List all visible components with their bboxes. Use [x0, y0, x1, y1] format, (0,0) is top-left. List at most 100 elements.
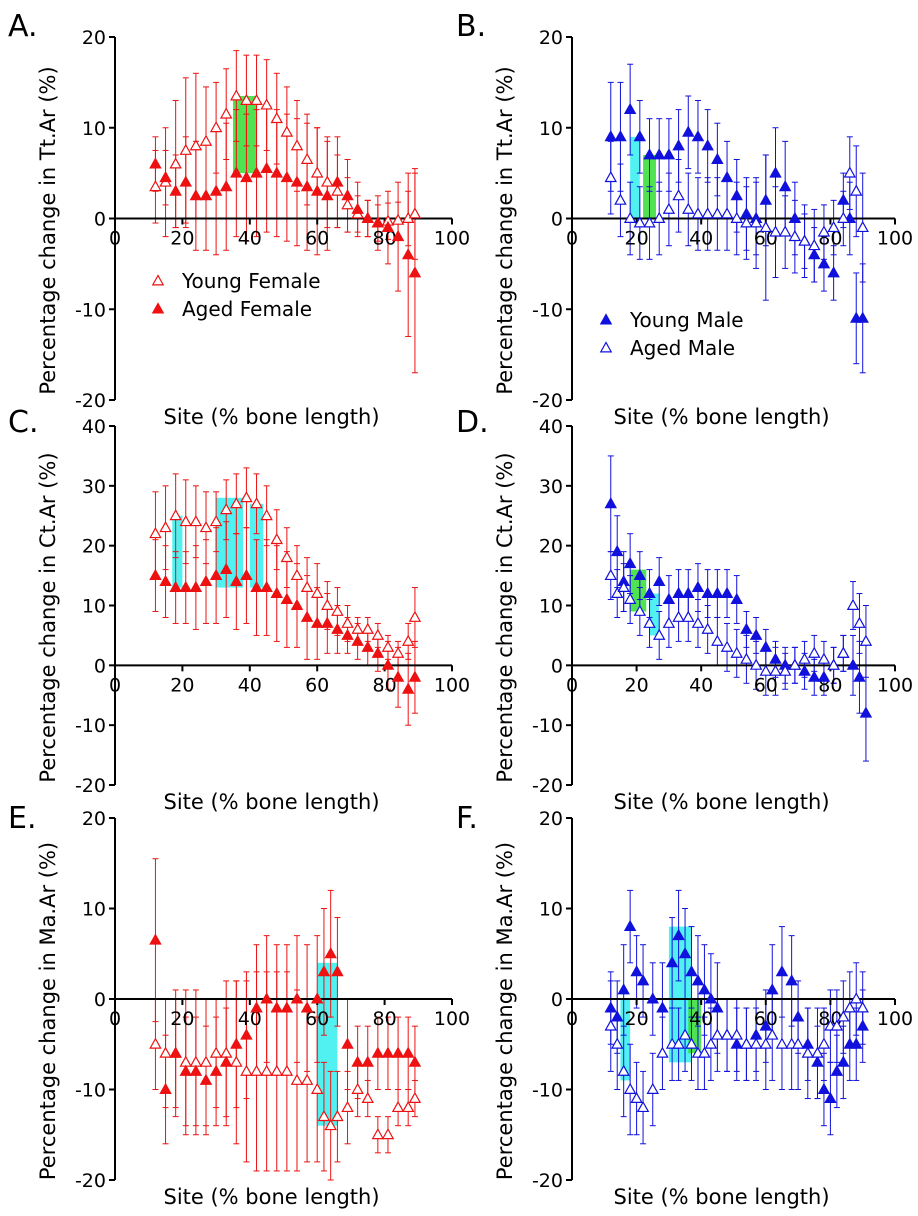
data-point	[643, 216, 656, 228]
y-axis-label: Percentage change in Ct.Ar (%)	[36, 452, 60, 782]
y-tick-label: 10	[82, 899, 106, 921]
data-point	[260, 98, 273, 110]
panel-label: B.	[456, 9, 486, 44]
data-point	[623, 919, 637, 932]
data-point	[849, 184, 863, 196]
y-axis-label: Percentage change in Ma.Ar (%)	[36, 842, 60, 1180]
data-point	[749, 628, 763, 640]
data-point	[843, 166, 857, 178]
y-tick-label: 10	[82, 118, 106, 140]
data-point	[711, 586, 724, 598]
data-point	[685, 965, 698, 977]
data-point	[788, 229, 802, 242]
data-point	[381, 658, 395, 670]
data-point	[672, 928, 685, 941]
data-point	[317, 965, 331, 977]
data-point	[691, 616, 705, 628]
data-point	[149, 157, 162, 169]
x-tick-label: 100	[877, 228, 913, 250]
chart-panel-a: -20 -10 0 10 20 0 20 40 60 80 100 A. Site (% bone le…	[8, 9, 470, 429]
data-point	[179, 1064, 193, 1076]
data-point	[391, 213, 405, 225]
data-point	[219, 180, 233, 192]
data-point	[230, 1037, 243, 1049]
data-point	[371, 1128, 385, 1140]
data-point	[849, 1037, 863, 1049]
data-point	[381, 640, 395, 652]
data-point	[811, 1046, 824, 1058]
data-point	[169, 580, 182, 593]
data-point	[209, 568, 223, 581]
data-point	[856, 1001, 869, 1013]
data-point	[149, 180, 162, 192]
data-point	[652, 211, 666, 223]
data-point	[290, 568, 304, 581]
data-point	[827, 266, 840, 278]
data-point	[837, 1055, 850, 1067]
data-point	[381, 1046, 395, 1058]
data-point	[698, 1046, 711, 1058]
data-point	[149, 526, 162, 539]
data-point	[189, 1064, 203, 1076]
x-tick-label: 0	[566, 1008, 578, 1030]
data-point	[321, 598, 334, 610]
data-point	[351, 202, 364, 214]
series-young-female	[149, 89, 422, 228]
data-point	[209, 1064, 223, 1076]
panel-label: A.	[8, 9, 38, 44]
y-tick-label: 0	[551, 209, 563, 231]
y-tick-label: 0	[551, 989, 563, 1011]
data-point	[189, 515, 203, 527]
data-point	[691, 207, 705, 219]
data-point	[209, 184, 223, 196]
data-point	[720, 1028, 734, 1040]
data-point	[240, 1028, 253, 1040]
x-tick-label: 100	[877, 674, 913, 696]
legend-label: Aged Male	[630, 336, 735, 360]
data-point	[331, 604, 344, 616]
data-point	[391, 1046, 405, 1058]
y-tick-label: -10	[532, 715, 563, 737]
data-point	[199, 1055, 213, 1067]
data-point	[317, 1109, 331, 1122]
x-tick-label: 40	[238, 1008, 262, 1030]
data-point	[614, 130, 627, 142]
data-point	[270, 111, 284, 124]
legend-marker	[599, 313, 613, 325]
data-point	[759, 664, 773, 676]
data-point	[778, 225, 792, 237]
data-point	[240, 491, 253, 503]
data-point	[643, 148, 656, 160]
data-point	[678, 1028, 692, 1040]
y-tick-label: 0	[94, 989, 106, 1011]
panel-label: D.	[456, 405, 489, 440]
data-point	[361, 1091, 374, 1104]
data-point	[260, 992, 273, 1004]
data-point	[361, 1055, 374, 1067]
data-point	[614, 193, 627, 205]
x-tick-label: 20	[170, 674, 194, 696]
data-point	[623, 556, 637, 569]
x-axis-label: Site (% bone length)	[163, 790, 379, 814]
data-point	[830, 1019, 844, 1031]
data-point	[798, 234, 811, 246]
data-point	[324, 1118, 337, 1131]
highlight-band	[649, 593, 660, 636]
y-tick-label: 0	[94, 209, 106, 231]
data-point	[652, 148, 666, 160]
series-aged-female	[149, 933, 422, 1094]
data-point	[230, 497, 243, 509]
y-tick-label: 20	[539, 536, 563, 558]
data-point	[623, 211, 637, 223]
data-point	[401, 1046, 415, 1058]
data-point	[179, 580, 193, 593]
y-tick-label: 10	[539, 118, 563, 140]
data-point	[280, 592, 294, 604]
data-point	[179, 143, 193, 155]
data-point	[270, 532, 284, 545]
data-point	[798, 652, 811, 664]
legend-marker	[151, 302, 165, 314]
